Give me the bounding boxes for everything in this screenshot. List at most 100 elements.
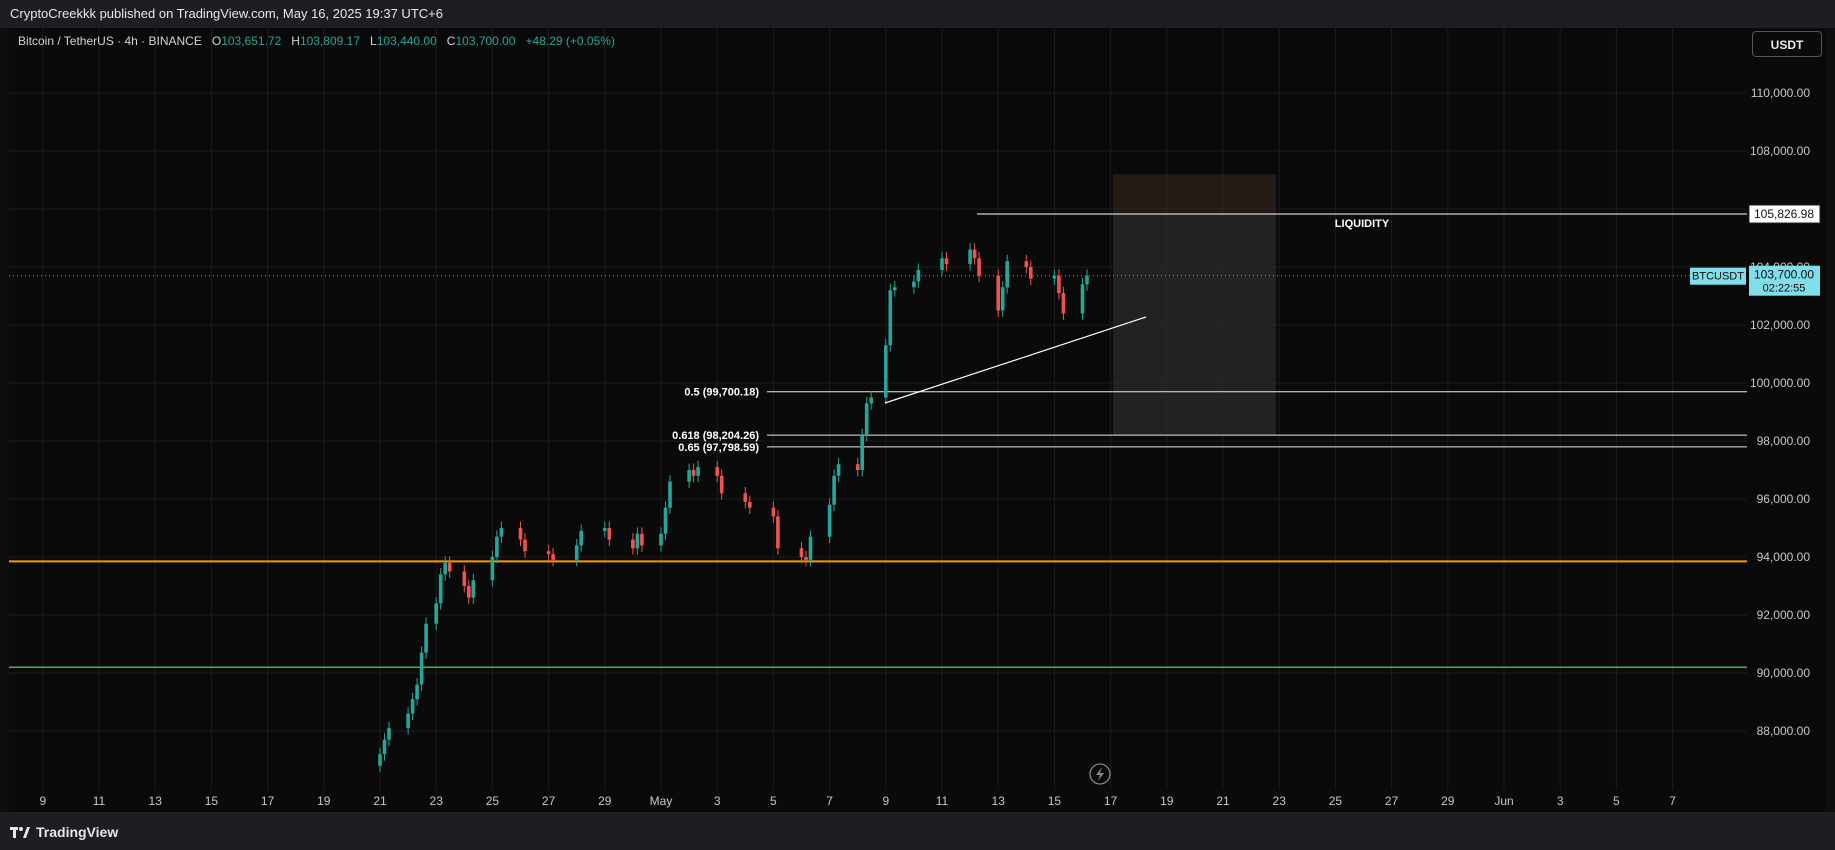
candle-body [434,603,438,624]
y-tick-label: 100,000.00 [1750,376,1810,390]
candle-body [719,475,724,494]
candle-body [893,287,897,291]
x-tick-label: 3 [1557,794,1564,808]
y-tick-label: 90,000.00 [1757,666,1811,680]
candle-body [869,397,873,404]
candle-body [860,435,864,470]
candle-body [1029,267,1033,279]
candle-body [855,464,860,470]
high-value: 103,809.17 [299,34,361,48]
candle-body [603,528,607,531]
candle-body [438,574,443,604]
x-tick-label: 23 [1273,794,1287,808]
candle-body [1061,293,1066,314]
candle-body [471,580,476,598]
x-tick-label: 7 [1669,794,1676,808]
candle-body [808,536,813,560]
change-value: +48.29 (+0.05%) [525,34,615,48]
x-tick-label: 7 [826,794,833,808]
lightning-icon-bolt [1096,767,1104,781]
candle-body [691,470,696,476]
candle-body [523,539,527,552]
candle-body [968,249,972,265]
candle-body [443,562,447,575]
candle-body [382,739,387,755]
fib-level-label: 0.5 (99,700.18) [684,387,759,399]
x-tick-label: Jun [1494,794,1513,808]
tradingview-logo[interactable]: TradingView [10,824,118,840]
candle-body [1052,275,1057,279]
liquidity-price-label: 105,826.98 [1754,207,1814,221]
trendline [884,316,1147,404]
y-tick-label: 102,000.00 [1750,318,1810,332]
x-tick-label: 9 [39,794,46,808]
candle-body [1057,275,1061,294]
candle-body [406,713,410,729]
candle-body [743,493,748,502]
high-label: H [291,34,300,48]
candle-body [462,571,467,586]
candle-body [551,554,555,560]
fib-level-label: 0.618 (98,204.26) [672,430,759,442]
x-tick-label: 21 [1216,794,1230,808]
current-price-tag [1749,265,1820,296]
candle-body [832,475,836,505]
x-tick-label: 27 [542,794,556,808]
low-value: 103,440.00 [376,34,437,48]
close-label: C [446,34,456,48]
candle-body [607,528,612,540]
candle-body [864,403,869,436]
currency-button[interactable]: USDT [1752,31,1822,57]
candle-body [836,464,841,476]
countdown-label: 02:22:55 [1763,283,1806,295]
candle-body [631,539,635,549]
symbol-legend: Bitcoin / TetherUS · 4h · BINANCE O103,6… [18,34,615,48]
tradingview-logo-icon [10,826,30,838]
x-tick-label: 19 [1160,794,1174,808]
x-tick-label: 11 [93,794,106,808]
x-tick-label: 15 [205,794,219,808]
y-tick-label: 98,000.00 [1757,434,1811,448]
candle-body [1080,284,1085,314]
candle-body [916,269,921,282]
candle-body [447,562,452,572]
candle-body [419,652,424,685]
candle-body [776,516,780,549]
x-tick-label: 29 [598,794,612,808]
y-tick-label: 96,000.00 [1757,492,1811,506]
x-tick-label: 13 [149,794,163,808]
candle-body [799,548,804,557]
candle-body [687,470,691,482]
candle-body [518,528,523,540]
x-tick-label: 27 [1385,794,1399,808]
candle-body [640,533,644,546]
fib-level-label: 0.65 (97,798.59) [678,442,759,454]
candle-body [415,684,419,700]
lightning-icon-ring [1089,763,1111,785]
publication-header: CryptoCreekkk published on TradingView.c… [0,0,1835,28]
x-tick-label: 29 [1441,794,1455,808]
lightning-icon [1089,763,1111,785]
symbol-tag-label: BTCUSDT [1692,271,1744,283]
x-tick-label: 3 [714,794,721,808]
liquidity-zone [1113,212,1276,436]
footer-bar [0,812,1835,850]
candle-body [944,258,949,265]
candle-body [378,754,382,766]
x-tick-label: 5 [770,794,777,808]
x-tick-label: 5 [1613,794,1620,808]
candle-body [977,258,981,276]
liquidity-price-tag [1748,204,1821,224]
x-tick-label: May [650,794,673,808]
candle-body [771,507,776,517]
x-tick-label: 25 [1329,794,1343,808]
x-tick-label: 11 [936,794,949,808]
symbol-title[interactable]: Bitcoin / TetherUS · 4h · BINANCE [18,34,202,48]
candle-body [546,551,551,555]
candle-body [579,530,583,546]
chart-area[interactable] [9,28,1826,812]
x-tick-label: 21 [373,794,387,808]
candle-body [696,467,700,476]
candle-body [387,728,391,740]
